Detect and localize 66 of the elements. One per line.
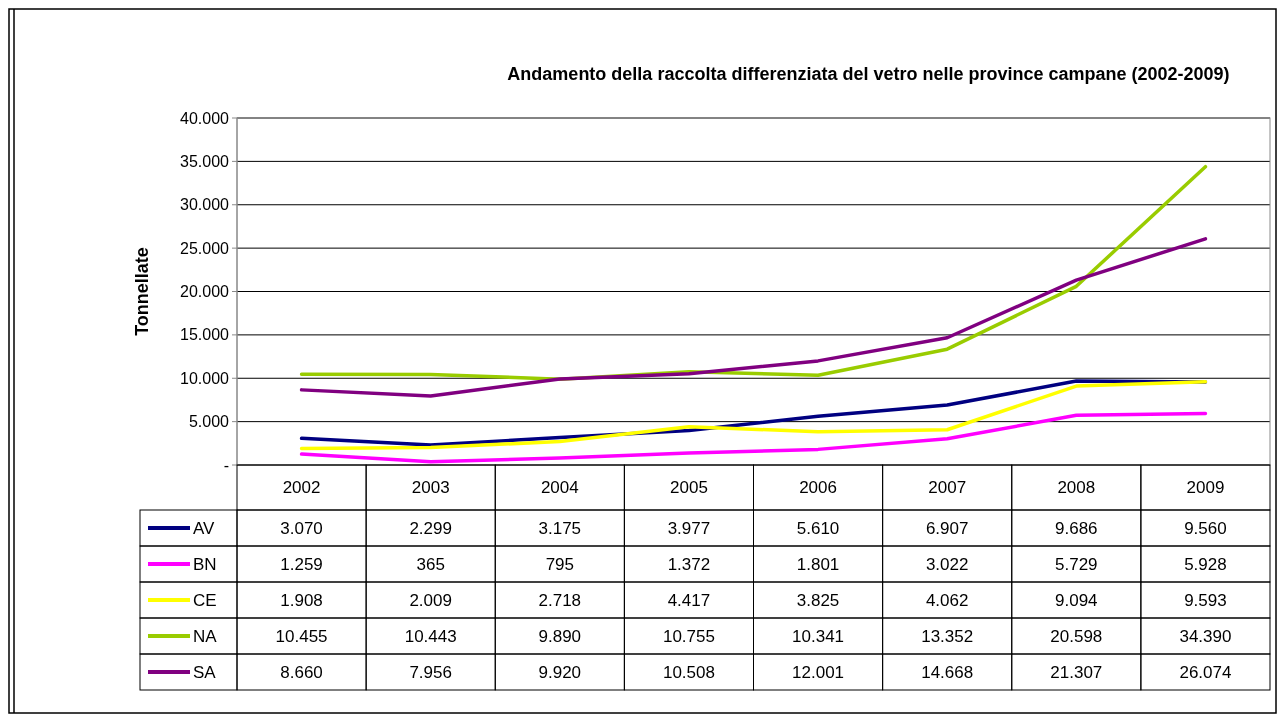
data-label: 5.610	[796, 518, 840, 538]
x-tick-label: 2008	[1057, 478, 1096, 498]
legend-label: BN	[193, 554, 217, 574]
data-label: 5.729	[1055, 554, 1098, 574]
data-label: 2.009	[409, 590, 452, 610]
data-label: 10.443	[404, 626, 457, 646]
y-tick-label: 15.000	[180, 326, 230, 344]
legend-label: AV	[193, 518, 216, 538]
data-label: 9.560	[1184, 518, 1227, 538]
data-label: 795	[545, 554, 574, 574]
data-label: 8.660	[280, 662, 323, 682]
data-label: 21.307	[1050, 662, 1103, 682]
data-label: 9.094	[1055, 590, 1098, 610]
data-label: 3.825	[796, 590, 840, 610]
data-label: 26.074	[1179, 662, 1232, 682]
y-tick-label: 5.000	[188, 413, 230, 431]
data-label: 9.686	[1055, 518, 1098, 538]
data-label: 9.920	[538, 662, 582, 682]
x-tick-label: 2009	[1186, 478, 1225, 498]
data-label: 365	[416, 554, 445, 574]
y-tick-label: 25.000	[180, 239, 230, 257]
data-label: 5.928	[1184, 554, 1227, 574]
line-series	[299, 237, 1208, 398]
x-tick-label: 2006	[799, 478, 837, 498]
x-tick-label: 2004	[540, 478, 579, 498]
x-tick-label: 2007	[928, 478, 967, 498]
data-label: 20.598	[1050, 626, 1103, 646]
data-label: 1.259	[280, 554, 323, 574]
data-label: 6.907	[925, 518, 969, 538]
data-label: 3.175	[538, 518, 582, 538]
data-label: 13.352	[921, 626, 974, 646]
y-tick-label: 30.000	[180, 196, 230, 214]
data-label: 10.455	[275, 626, 328, 646]
data-label: 2.299	[409, 518, 452, 538]
data-label: 9.593	[1184, 590, 1227, 610]
y-tick-label: 35.000	[180, 152, 230, 170]
data-label: 2.718	[538, 590, 582, 610]
data-label: 4.062	[925, 590, 969, 610]
legend-label: SA	[193, 662, 217, 682]
legend-label: NA	[193, 626, 218, 646]
data-label: 10.341	[792, 626, 845, 646]
data-label: 7.956	[409, 662, 452, 682]
data-label: 1.908	[280, 590, 323, 610]
y-tick-label: 20.000	[180, 283, 230, 301]
chart-title: Andamento della raccolta differenziata del vetro nelle province campane (2002-2009)	[507, 64, 1230, 84]
x-tick-label: 2003	[411, 478, 450, 498]
legend-label: CE	[193, 590, 217, 610]
data-label: 14.668	[921, 662, 974, 682]
data-label: 1.801	[796, 554, 840, 574]
x-tick-label: 2002	[282, 478, 321, 498]
data-label: 10.755	[662, 626, 715, 646]
y-tick-label: -	[223, 456, 229, 474]
data-label: 3.070	[280, 518, 323, 538]
data-label: 3.022	[925, 554, 969, 574]
data-label: 34.390	[1179, 626, 1232, 646]
y-axis-title: Tonnellate	[132, 247, 152, 336]
data-label: 3.977	[667, 518, 711, 538]
data-label: 10.508	[662, 662, 715, 682]
x-tick-label: 2005	[670, 478, 708, 498]
data-label: 4.417	[667, 590, 711, 610]
data-label: 9.890	[538, 626, 582, 646]
y-tick-label: 40.000	[180, 109, 230, 127]
data-label: 12.001	[792, 662, 845, 682]
data-label: 1.372	[667, 554, 711, 574]
y-tick-label: 10.000	[180, 369, 230, 387]
line-series	[299, 411, 1208, 464]
